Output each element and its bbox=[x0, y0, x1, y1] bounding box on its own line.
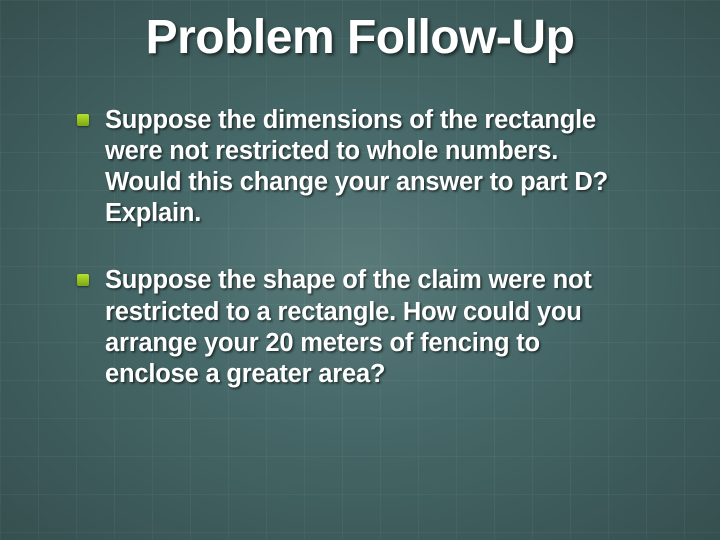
bullet-list: Suppose the dimensions of the rectangle … bbox=[50, 105, 670, 390]
bullet-item: Suppose the shape of the claim were not … bbox=[105, 265, 670, 389]
slide-container: Problem Follow-Up Suppose the dimensions… bbox=[0, 0, 720, 540]
slide-title: Problem Follow-Up bbox=[50, 10, 670, 65]
bullet-item: Suppose the dimensions of the rectangle … bbox=[105, 105, 670, 229]
